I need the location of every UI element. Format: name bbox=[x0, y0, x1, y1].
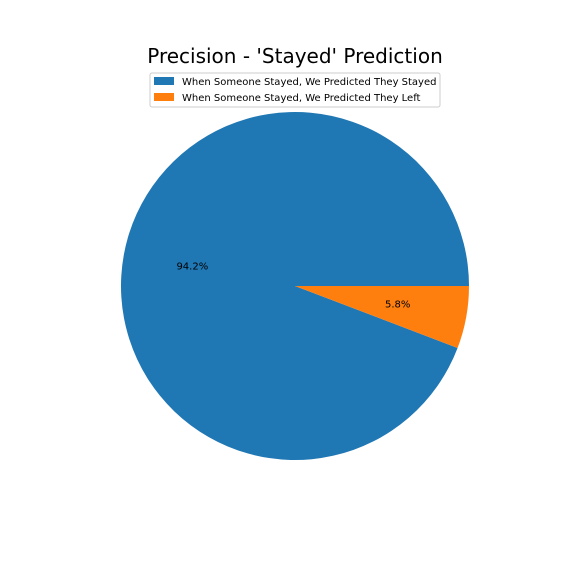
legend-label-left: When Someone Stayed, We Predicted They L… bbox=[182, 93, 421, 104]
pie-pct-label-1: 5.8% bbox=[385, 299, 410, 310]
pie-slice-1 bbox=[295, 286, 469, 349]
chart-title: Precision - 'Stayed' Prediction bbox=[147, 44, 443, 68]
legend: When Someone Stayed, We Predicted They S… bbox=[149, 72, 441, 108]
pie-pct-label-0: 94.2% bbox=[176, 262, 208, 273]
legend-label-stayed: When Someone Stayed, We Predicted They S… bbox=[182, 77, 436, 88]
legend-frame bbox=[149, 72, 441, 108]
pie-slice-0 bbox=[121, 111, 470, 460]
legend-swatch-stayed bbox=[154, 77, 174, 85]
pie-percentage-labels: 94.2% 5.8% bbox=[176, 262, 410, 311]
legend-swatch-left bbox=[154, 93, 174, 101]
pie-slices bbox=[121, 111, 470, 460]
